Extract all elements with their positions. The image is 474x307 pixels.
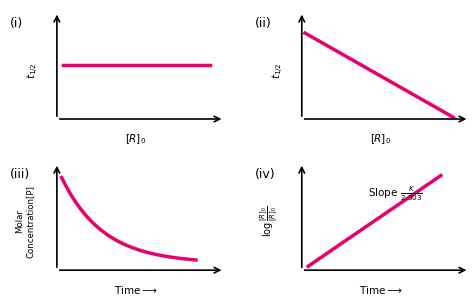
Text: $[R]_0$: $[R]_0$ — [370, 133, 392, 146]
Text: Slope $\frac{K}{2.303}$: Slope $\frac{K}{2.303}$ — [368, 184, 423, 203]
Text: $t_{1/2}$: $t_{1/2}$ — [271, 62, 286, 79]
Text: Time$\longrightarrow$: Time$\longrightarrow$ — [359, 284, 403, 296]
Text: Time$\longrightarrow$: Time$\longrightarrow$ — [114, 284, 158, 296]
Text: (i): (i) — [9, 17, 23, 29]
Text: $t_{1/2}$: $t_{1/2}$ — [26, 62, 41, 79]
Text: Molar
Concentration[P]: Molar Concentration[P] — [15, 185, 35, 258]
Text: (ii): (ii) — [255, 17, 271, 29]
Text: $\log\frac{[R]_0}{[R]_0}$: $\log\frac{[R]_0}{[R]_0}$ — [258, 206, 280, 237]
Text: (iii): (iii) — [9, 168, 30, 181]
Text: $[R]_0$: $[R]_0$ — [125, 133, 146, 146]
Text: (iv): (iv) — [255, 168, 275, 181]
